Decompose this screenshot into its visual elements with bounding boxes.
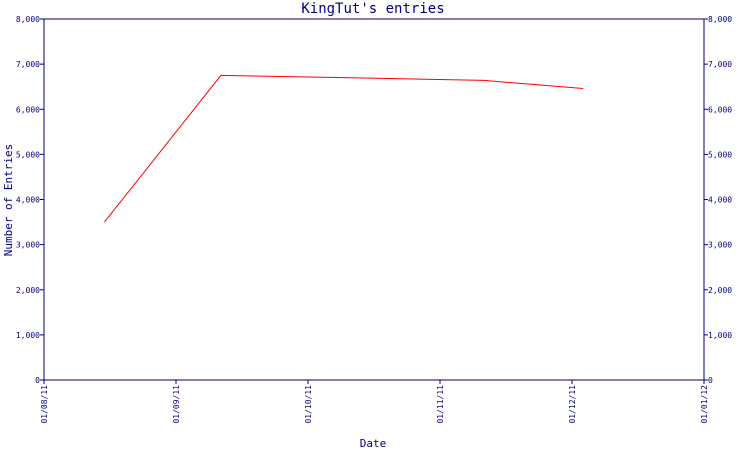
y-tick-label-left: 7,000 [16, 60, 40, 69]
y-tick-label-right: 0 [708, 376, 713, 385]
y-tick-label-right: 3,000 [708, 241, 732, 250]
y-tick-label-left: 5,000 [16, 150, 40, 159]
y-axis-label: Number of Entries [2, 144, 15, 257]
y-tick-label-right: 7,000 [708, 60, 732, 69]
y-tick-label-right: 8,000 [708, 15, 732, 24]
x-tick-label: 01/10/11 [304, 385, 313, 424]
y-tick-label-left: 3,000 [16, 241, 40, 250]
y-tick-label-left: 1,000 [16, 331, 40, 340]
series-line [104, 74, 584, 223]
x-axis-label: Date [360, 437, 387, 450]
data-point [483, 80, 485, 82]
y-tick-label-left: 6,000 [16, 105, 40, 114]
data-point [582, 88, 584, 90]
y-tick-label-right: 4,000 [708, 196, 732, 205]
data-point [349, 77, 351, 79]
data-point [220, 75, 222, 77]
x-tick-label: 01/09/11 [172, 385, 181, 424]
plot-area-frame [43, 18, 705, 381]
data-point [104, 221, 106, 223]
y-tick-label-right: 1,000 [708, 331, 732, 340]
y-tick-label-left: 8,000 [16, 15, 40, 24]
y-tick-label-left: 0 [35, 376, 40, 385]
x-tick-label: 01/11/11 [436, 385, 445, 424]
series-layer [104, 74, 584, 223]
y-tick-label-left: 2,000 [16, 286, 40, 295]
chart-title: KingTut's entries [301, 1, 444, 17]
y-tick-label-right: 5,000 [708, 150, 732, 159]
x-tick-label: 01/01/12 [700, 385, 709, 424]
y-axis-right: 0 1,000 2,000 3,000 4,000 5,000 6,000 7,000 8,00… [704, 15, 732, 385]
y-tick-label-right: 2,000 [708, 286, 732, 295]
x-axis: 01/08/11 01/09/11 01/10/11 01/11/11 01/12/11… [40, 380, 709, 424]
x-tick-label: 01/12/11 [568, 385, 577, 424]
y-axis-left: 0 1,000 2,000 3,000 4,000 5,000 6,000 7,000 8,00… [16, 15, 44, 385]
x-tick-label: 01/08/11 [40, 385, 49, 424]
y-tick-label-left: 4,000 [16, 196, 40, 205]
y-tick-label-right: 6,000 [708, 105, 732, 114]
